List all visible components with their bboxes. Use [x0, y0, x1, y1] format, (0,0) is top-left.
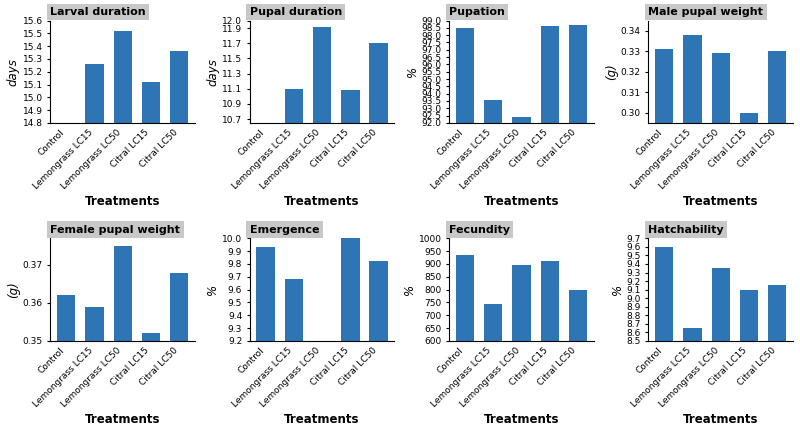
Bar [114, 31, 132, 433]
Bar [768, 285, 786, 433]
Text: Male pupal weight: Male pupal weight [649, 7, 763, 17]
Bar [512, 117, 530, 433]
Bar [170, 272, 189, 433]
Bar [456, 255, 474, 433]
Bar [170, 51, 189, 433]
Bar [655, 49, 674, 433]
Y-axis label: %: % [406, 66, 418, 77]
Bar [569, 25, 587, 433]
X-axis label: Treatments: Treatments [683, 413, 758, 426]
Text: Pupal duration: Pupal duration [250, 7, 342, 17]
X-axis label: Treatments: Treatments [284, 413, 360, 426]
X-axis label: Treatments: Treatments [484, 413, 559, 426]
Bar [512, 265, 530, 433]
X-axis label: Treatments: Treatments [484, 195, 559, 208]
Bar [484, 304, 502, 433]
Bar [541, 26, 559, 433]
Bar [114, 246, 132, 433]
Bar [341, 90, 359, 433]
Y-axis label: days: days [7, 58, 20, 86]
Bar [569, 290, 587, 433]
Y-axis label: (g): (g) [605, 63, 618, 80]
Bar [711, 53, 730, 433]
X-axis label: Treatments: Treatments [683, 195, 758, 208]
X-axis label: Treatments: Treatments [284, 195, 360, 208]
Bar [456, 28, 474, 433]
Bar [370, 262, 388, 433]
Text: Larval duration: Larval duration [50, 7, 146, 17]
Bar [541, 262, 559, 433]
Bar [285, 89, 303, 433]
Bar [484, 100, 502, 433]
Bar [740, 113, 758, 433]
Y-axis label: (g): (g) [7, 281, 20, 298]
Bar [740, 290, 758, 433]
Text: Pupation: Pupation [449, 7, 505, 17]
Bar [313, 26, 331, 433]
Bar [86, 307, 104, 433]
Bar [370, 43, 388, 433]
Y-axis label: days: days [206, 58, 219, 86]
Text: Female pupal weight: Female pupal weight [50, 225, 180, 235]
Bar [683, 328, 702, 433]
Bar [768, 51, 786, 433]
Bar [285, 279, 303, 433]
Bar [57, 123, 75, 433]
X-axis label: Treatments: Treatments [85, 195, 161, 208]
Bar [256, 247, 274, 433]
Y-axis label: %: % [402, 284, 416, 295]
Text: Hatchability: Hatchability [649, 225, 724, 235]
Bar [142, 82, 160, 433]
Bar [256, 123, 274, 433]
Y-axis label: %: % [610, 284, 624, 295]
Bar [57, 295, 75, 433]
Text: Fecundity: Fecundity [449, 225, 510, 235]
Bar [142, 333, 160, 433]
Text: Emergence: Emergence [250, 225, 319, 235]
X-axis label: Treatments: Treatments [85, 413, 161, 426]
Bar [313, 341, 331, 433]
Bar [683, 35, 702, 433]
Bar [711, 268, 730, 433]
Bar [341, 239, 359, 433]
Bar [86, 64, 104, 433]
Bar [655, 247, 674, 433]
Y-axis label: %: % [206, 284, 219, 295]
